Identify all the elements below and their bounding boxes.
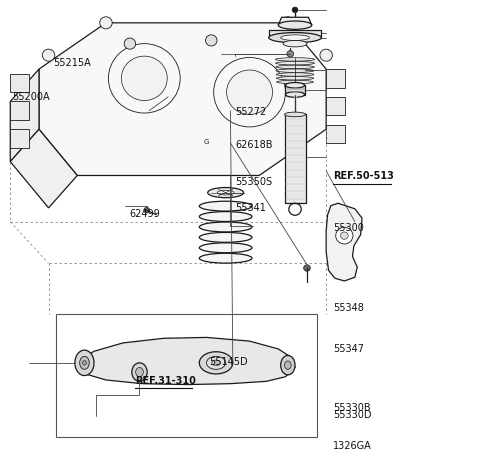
Circle shape xyxy=(336,228,353,244)
Ellipse shape xyxy=(199,223,252,232)
Polygon shape xyxy=(326,98,345,116)
Polygon shape xyxy=(285,115,306,204)
Text: 55348: 55348 xyxy=(333,303,364,313)
Circle shape xyxy=(287,51,294,58)
Polygon shape xyxy=(278,18,312,26)
Ellipse shape xyxy=(276,59,315,62)
Circle shape xyxy=(340,232,348,240)
Ellipse shape xyxy=(199,212,252,222)
Text: 62499: 62499 xyxy=(129,209,160,219)
Ellipse shape xyxy=(281,36,310,41)
Text: 55330D: 55330D xyxy=(333,409,372,419)
Ellipse shape xyxy=(281,356,295,375)
Polygon shape xyxy=(10,130,77,208)
Ellipse shape xyxy=(199,243,252,253)
Polygon shape xyxy=(10,70,39,162)
Ellipse shape xyxy=(83,361,86,365)
Text: 1326GA: 1326GA xyxy=(333,440,372,450)
Circle shape xyxy=(320,50,332,62)
Polygon shape xyxy=(326,204,362,282)
Ellipse shape xyxy=(285,361,291,369)
Circle shape xyxy=(292,8,298,13)
Polygon shape xyxy=(326,70,345,88)
Ellipse shape xyxy=(199,352,233,374)
Ellipse shape xyxy=(276,70,314,73)
Ellipse shape xyxy=(199,233,252,243)
Circle shape xyxy=(100,18,112,30)
Circle shape xyxy=(121,57,167,101)
Ellipse shape xyxy=(136,368,144,377)
Ellipse shape xyxy=(75,350,94,376)
Ellipse shape xyxy=(199,202,252,212)
Polygon shape xyxy=(10,102,29,121)
Text: 55341: 55341 xyxy=(235,202,266,213)
Circle shape xyxy=(227,71,273,115)
Ellipse shape xyxy=(212,360,220,366)
Text: 62618B: 62618B xyxy=(235,140,273,150)
Text: 55145D: 55145D xyxy=(209,357,248,367)
Text: 55347: 55347 xyxy=(333,343,364,353)
Polygon shape xyxy=(10,130,29,149)
Ellipse shape xyxy=(276,81,313,85)
Bar xyxy=(68,107,101,130)
Ellipse shape xyxy=(276,74,314,77)
Circle shape xyxy=(205,36,217,47)
Circle shape xyxy=(124,39,136,50)
Ellipse shape xyxy=(278,22,312,30)
Bar xyxy=(68,76,96,94)
Ellipse shape xyxy=(286,83,305,89)
Text: 55215A: 55215A xyxy=(53,57,91,68)
Ellipse shape xyxy=(206,357,226,369)
Bar xyxy=(163,144,202,167)
Circle shape xyxy=(214,58,286,128)
Ellipse shape xyxy=(199,254,252,263)
Bar xyxy=(264,107,298,125)
Polygon shape xyxy=(78,338,295,385)
Polygon shape xyxy=(286,86,305,95)
Ellipse shape xyxy=(285,113,306,118)
Bar xyxy=(56,314,317,437)
Text: G: G xyxy=(204,138,209,144)
Text: 55272: 55272 xyxy=(235,106,266,117)
Bar xyxy=(182,69,215,86)
Circle shape xyxy=(304,265,311,272)
Ellipse shape xyxy=(276,66,314,69)
Ellipse shape xyxy=(132,363,147,382)
Text: 55200A: 55200A xyxy=(12,92,50,102)
Text: REF.31-310: REF.31-310 xyxy=(135,375,195,385)
Ellipse shape xyxy=(283,41,307,48)
Circle shape xyxy=(282,18,294,30)
Ellipse shape xyxy=(208,188,243,198)
Polygon shape xyxy=(10,75,29,93)
Polygon shape xyxy=(326,125,345,144)
Ellipse shape xyxy=(276,77,313,81)
Text: 55330B: 55330B xyxy=(333,402,371,412)
Polygon shape xyxy=(269,31,322,38)
Ellipse shape xyxy=(286,93,305,98)
Text: 55350S: 55350S xyxy=(235,177,272,187)
Circle shape xyxy=(144,208,150,213)
Bar xyxy=(68,144,101,167)
Text: REF.50-513: REF.50-513 xyxy=(333,171,394,181)
Ellipse shape xyxy=(80,357,89,369)
Text: 55300: 55300 xyxy=(333,223,364,233)
Ellipse shape xyxy=(276,63,314,66)
Polygon shape xyxy=(39,24,326,176)
Ellipse shape xyxy=(217,191,234,195)
Bar xyxy=(274,80,302,98)
Circle shape xyxy=(108,44,180,114)
Ellipse shape xyxy=(269,33,322,44)
Bar xyxy=(163,102,202,125)
Circle shape xyxy=(42,50,55,62)
